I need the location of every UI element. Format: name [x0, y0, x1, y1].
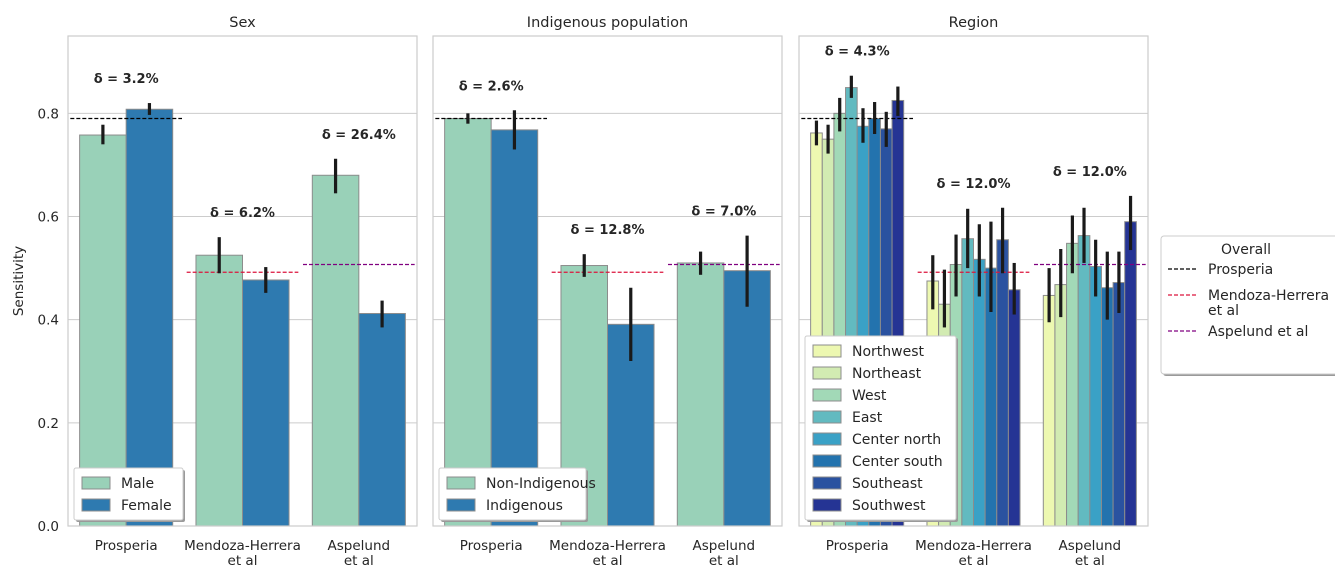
bar [723, 270, 771, 527]
legend-swatch [812, 432, 842, 446]
x-tick-label: Mendoza-Herrera [915, 538, 1032, 554]
x-tick-label: et al [959, 553, 989, 567]
delta-label: δ = 7.0% [691, 205, 756, 220]
bar [79, 134, 127, 527]
x-tick-label: Aspelund [328, 538, 391, 554]
delta-label: δ = 26.4% [322, 128, 396, 143]
delta-label: δ = 3.2% [94, 72, 159, 87]
legend-label: East [852, 410, 883, 426]
plot-frame [67, 35, 418, 527]
legend: Male Female [73, 467, 185, 522]
x-tick-label: Prosperia [826, 538, 889, 554]
legend-label: Center south [852, 454, 943, 470]
y-tick-label: 0.6 [38, 210, 59, 226]
legend-label: Indigenous [486, 498, 563, 514]
legend-label: Female [121, 498, 172, 514]
delta-label: δ = 12.0% [937, 177, 1011, 192]
x-tick-label: Aspelund [693, 538, 756, 554]
legend: Non-Indigenous Indigenous [438, 467, 596, 522]
legend-swatch [812, 498, 842, 512]
plot-frame [432, 35, 783, 527]
legend-swatch [446, 498, 476, 512]
delta-label: δ = 4.3% [825, 45, 890, 60]
delta-label: δ = 12.0% [1053, 165, 1127, 180]
legend-swatch [812, 366, 842, 380]
legend-swatch [81, 476, 111, 490]
x-tick-label: et al [1075, 553, 1105, 567]
legend-box [1160, 235, 1335, 375]
bar [125, 108, 174, 527]
bar [358, 312, 406, 527]
delta-label: δ = 12.8% [571, 223, 645, 238]
legend-swatch [812, 476, 842, 490]
overall-legend-label: Mendoza-Herrera [1208, 288, 1329, 304]
legend-box [438, 467, 587, 521]
panel-title: Sex [229, 15, 256, 31]
bar [1089, 266, 1102, 527]
bar [1112, 282, 1126, 527]
bar [1007, 289, 1021, 527]
panel-title: Region [949, 15, 999, 31]
bar [1100, 287, 1114, 527]
y-tick-label: 0.8 [38, 106, 59, 122]
overall-legend-label: Prosperia [1208, 262, 1273, 278]
bar [1042, 294, 1056, 527]
bar [961, 238, 974, 527]
x-tick-label: Aspelund [1059, 538, 1122, 554]
x-tick-label: Prosperia [95, 538, 158, 554]
legend-box [804, 335, 957, 521]
overall-legend-title: Overall [1221, 242, 1271, 258]
panel-indigenous-population: Indigenous population δ = 2.6% δ = 12.8% δ … [432, 15, 783, 567]
legend-label: Non-Indigenous [486, 476, 596, 492]
legend-swatch [812, 388, 842, 402]
bar [195, 254, 243, 527]
overall-legend-label: Aspelund et al [1208, 324, 1308, 340]
y-tick-label: 0.0 [38, 519, 59, 535]
panel-region: Region δ = 4.3% δ = 12.0% δ = 12.0% Prosperi… [798, 15, 1149, 567]
bar [242, 279, 290, 527]
bar [1054, 284, 1068, 527]
legend-swatch [812, 410, 842, 424]
legend: Northwest Northeast West East Center north Ce… [804, 335, 958, 522]
bar [1077, 235, 1091, 527]
legend-swatch [446, 476, 476, 490]
overall-legend-label: et al [1208, 303, 1239, 319]
legend-label: Male [121, 476, 154, 492]
y-axis-label: Sensitivity [11, 246, 27, 316]
y-tick-label: 0.2 [38, 416, 59, 432]
legend-swatch [812, 454, 842, 468]
x-tick-label: Mendoza-Herrera [184, 538, 301, 554]
legend-label: West [852, 388, 887, 404]
x-tick-label: et al [593, 553, 623, 567]
delta-label: δ = 6.2% [210, 206, 275, 221]
x-tick-label: et al [709, 553, 739, 567]
legend-label: Southwest [852, 498, 926, 514]
legend-label: Center north [852, 432, 941, 448]
bar [444, 118, 492, 527]
plot-frame [798, 35, 1149, 527]
delta-label: δ = 2.6% [459, 79, 524, 94]
legend-label: Southeast [852, 476, 923, 492]
x-tick-label: et al [228, 553, 258, 567]
x-tick-label: Prosperia [460, 538, 523, 554]
legend-swatch [81, 498, 111, 512]
bar [973, 258, 986, 527]
bar [1124, 221, 1137, 527]
bar [996, 239, 1009, 527]
legend-label: Northwest [852, 344, 925, 360]
panel-sex: 0.0 0.2 0.4 0.6 0.8 Sensitivity Sex δ = 3.2% δ =… [11, 15, 418, 567]
bar [311, 174, 360, 527]
x-tick-label: Mendoza-Herrera [549, 538, 666, 554]
legend-swatch [812, 344, 842, 358]
bar [1066, 242, 1079, 527]
bar [490, 129, 539, 527]
bar [676, 262, 725, 527]
legend-label: Northeast [852, 366, 922, 382]
x-tick-label: et al [344, 553, 374, 567]
y-tick-label: 0.4 [38, 313, 59, 329]
panel-title: Indigenous population [527, 15, 688, 31]
